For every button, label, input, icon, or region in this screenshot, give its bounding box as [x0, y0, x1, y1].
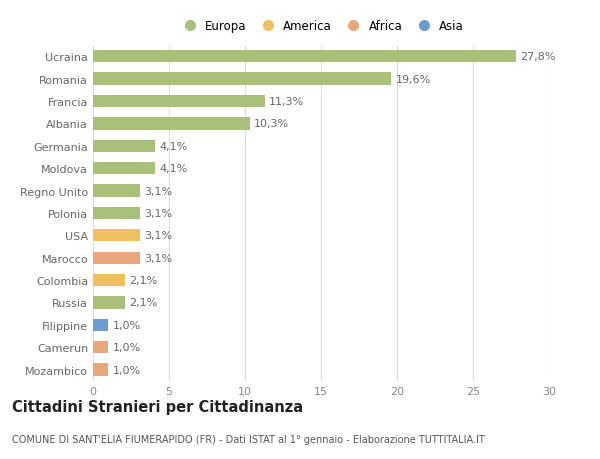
Text: 3,1%: 3,1%: [145, 186, 173, 196]
Text: 4,1%: 4,1%: [160, 141, 188, 151]
Text: 4,1%: 4,1%: [160, 164, 188, 174]
Bar: [93, 364, 108, 376]
Text: 10,3%: 10,3%: [254, 119, 289, 129]
Text: 1,0%: 1,0%: [113, 320, 141, 330]
Bar: [93, 95, 265, 108]
Text: Cittadini Stranieri per Cittadinanza: Cittadini Stranieri per Cittadinanza: [12, 399, 303, 414]
Legend: Europa, America, Africa, Asia: Europa, America, Africa, Asia: [178, 20, 464, 34]
Bar: [93, 51, 515, 63]
Text: 27,8%: 27,8%: [520, 52, 556, 62]
Text: 3,1%: 3,1%: [145, 231, 173, 241]
Bar: [93, 274, 125, 286]
Bar: [93, 319, 108, 331]
Bar: [93, 185, 140, 197]
Text: 3,1%: 3,1%: [145, 208, 173, 218]
Text: 19,6%: 19,6%: [395, 74, 431, 84]
Bar: [93, 73, 391, 85]
Bar: [93, 207, 140, 219]
Bar: [93, 140, 155, 152]
Text: 2,1%: 2,1%: [130, 298, 158, 308]
Text: 3,1%: 3,1%: [145, 253, 173, 263]
Bar: [93, 230, 140, 242]
Text: 2,1%: 2,1%: [130, 275, 158, 285]
Bar: [93, 118, 250, 130]
Text: 1,0%: 1,0%: [113, 342, 141, 353]
Text: 1,0%: 1,0%: [113, 365, 141, 375]
Bar: [93, 297, 125, 309]
Text: 11,3%: 11,3%: [269, 97, 304, 107]
Bar: [93, 162, 155, 175]
Text: COMUNE DI SANT'ELIA FIUMERAPIDO (FR) - Dati ISTAT al 1° gennaio - Elaborazione T: COMUNE DI SANT'ELIA FIUMERAPIDO (FR) - D…: [12, 434, 485, 444]
Bar: [93, 252, 140, 264]
Bar: [93, 341, 108, 353]
